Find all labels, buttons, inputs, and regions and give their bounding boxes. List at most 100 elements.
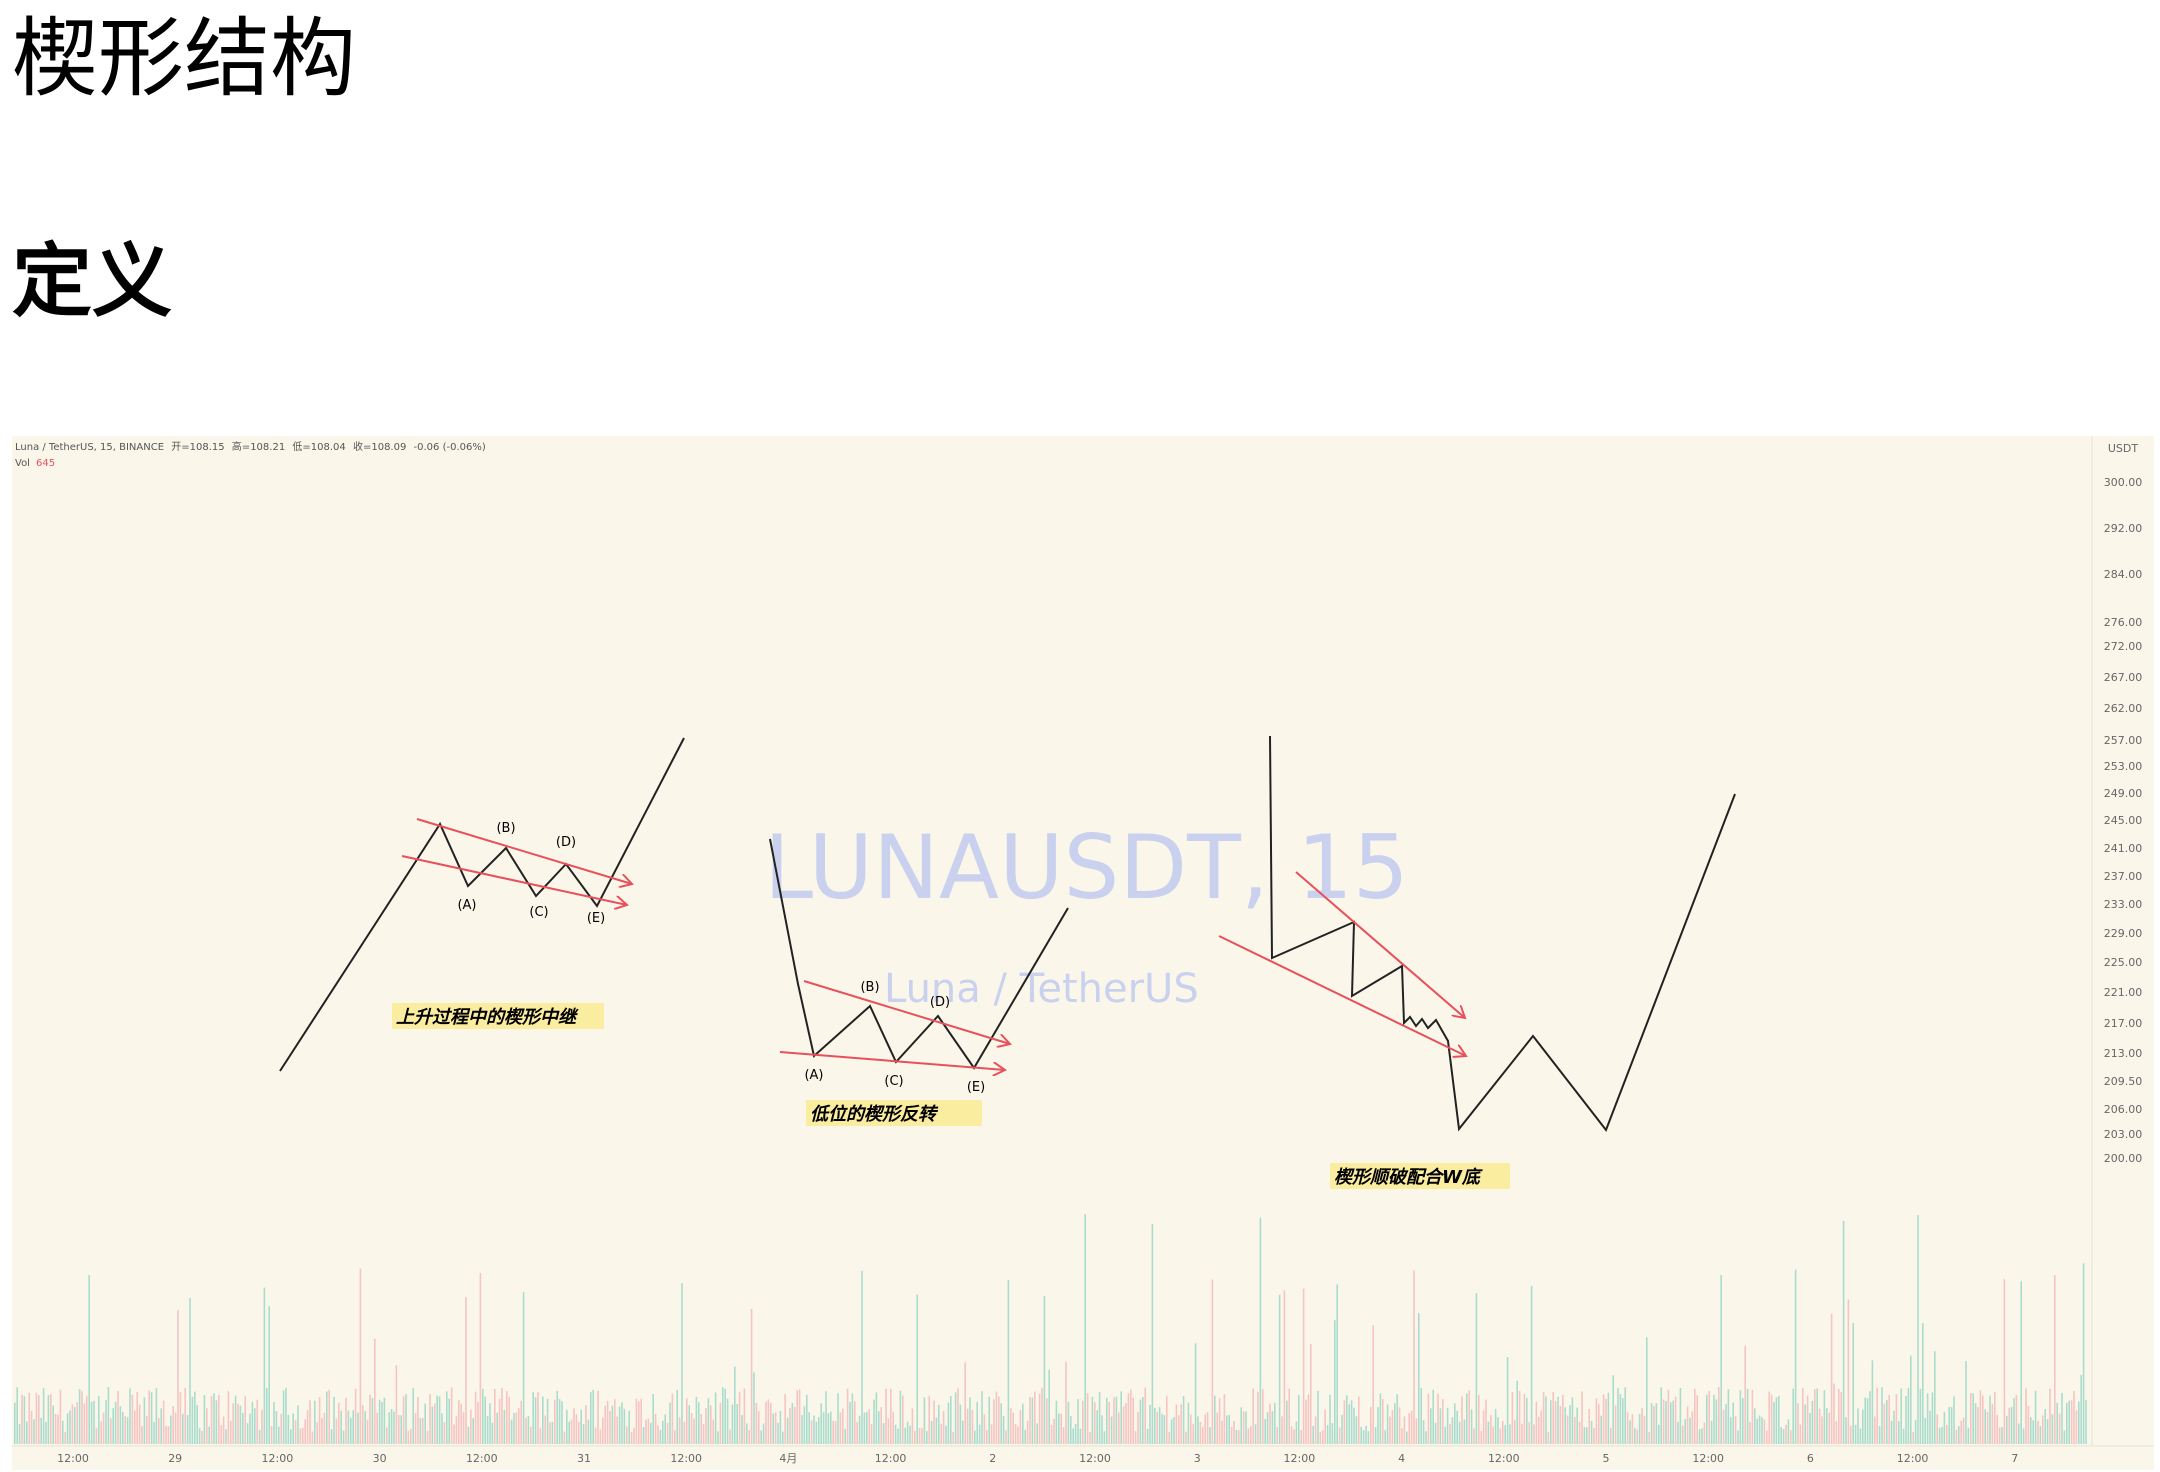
volume-bar [2070,1400,2073,1444]
volume-bar [494,1389,496,1444]
volume-bar [1343,1400,1346,1444]
volume-bar [491,1422,494,1444]
volume-bar [215,1400,218,1444]
volume-bar [1883,1403,1886,1444]
volume-bar [1559,1406,1562,1444]
time-tick-label: 4 [1398,1452,1405,1465]
volume-bar [1178,1415,1180,1444]
volume-bar [1036,1423,1038,1444]
volume-bar [1427,1393,1430,1444]
volume-bar [1818,1408,1821,1444]
volume-bar [1557,1396,1559,1444]
volume-bar [1170,1419,1173,1444]
volume-bar [342,1430,345,1444]
volume-bar [825,1391,827,1444]
volume-bar [1026,1420,1029,1444]
volume-bar [1228,1415,1230,1444]
volume-bar [2006,1415,2008,1444]
volume-bar [918,1428,921,1444]
pattern-rising-continuation: (B) (D) (A) (C) (E) 上升过程中的楔形中继 [279,737,685,1072]
volume-bar [875,1392,878,1444]
time-tick-label: 12:00 [1284,1452,1316,1465]
volume-bar [1031,1397,1034,1444]
volume-bar [1226,1415,1228,1444]
volume-bar [544,1415,546,1444]
volume-bar [42,1388,45,1444]
volume-bar [170,1415,172,1444]
volume-bar [1046,1398,1048,1444]
volume-bar [690,1413,693,1444]
volume-bar [1238,1430,1240,1444]
volume-bar [568,1421,570,1444]
volume-bar [460,1403,462,1444]
volume-bar [1266,1412,1269,1444]
volume-bar [1007,1280,1010,1444]
volume-bar [657,1425,659,1444]
trendline-upper-2 [803,980,1010,1044]
trendline-lower-2 [779,1051,1005,1070]
volume-bar [1334,1320,1336,1444]
volume-bar [1218,1398,1221,1444]
price-tick-label: 292.00 [2104,522,2143,535]
volume-bar [947,1402,950,1444]
volume-bar [458,1400,460,1444]
volume-bar [1048,1369,1050,1444]
volume-bar [1521,1423,1523,1444]
volume-bar [1281,1416,1283,1444]
price-tick-label: 276.00 [2104,616,2143,629]
trendline-lower-3 [1218,935,1466,1056]
volume-bar [743,1388,746,1444]
volume-bar [350,1417,352,1444]
volume-bar [942,1411,945,1444]
volume-bar [1158,1407,1161,1444]
volume-bar [1398,1407,1401,1444]
volume-bar [266,1388,268,1444]
volume-bar [1823,1390,1826,1444]
volume-bar [1134,1431,1137,1444]
volume-bar [1497,1417,1499,1444]
volume-bar [1504,1425,1506,1444]
volume-bar [950,1396,952,1444]
volume-bar [530,1426,532,1444]
volume-bar [366,1419,369,1444]
price-tick-label: 203.00 [2104,1128,2143,1141]
volume-bar [345,1397,347,1444]
volume-bar [1775,1397,1778,1444]
volume-bar [1338,1427,1341,1444]
volume-bar [671,1393,674,1444]
volume-bar [1408,1413,1410,1444]
volume-bar [1089,1431,1091,1444]
volume-bar [1067,1401,1070,1444]
volume-bar [902,1395,904,1444]
volume-bar [623,1408,626,1444]
volume-bar [1713,1394,1715,1444]
volume-bar [107,1387,110,1444]
price-path-2 [769,838,1069,1070]
volume-bar [1518,1391,1521,1444]
volume-bar [810,1420,813,1444]
volume-bar [218,1395,220,1444]
volume-bar [141,1426,143,1444]
volume-bar [239,1405,242,1444]
volume-bar [758,1411,760,1444]
volume-bar [292,1413,294,1444]
volume-bar [393,1411,395,1444]
volume-bar [1271,1411,1274,1444]
volume-bar [753,1372,755,1444]
volume-bar [1533,1424,1535,1444]
volume-bar [1077,1399,1079,1444]
volume-bar [40,1417,42,1444]
volume-bar [323,1412,326,1444]
volume-bar [1650,1403,1653,1444]
volume-bar [849,1401,851,1444]
volume-bar [2015,1395,2018,1444]
volume-bar [2037,1421,2039,1444]
volume-bar [1574,1417,1576,1444]
volume-bar [309,1400,311,1444]
volume-bar [270,1426,273,1444]
volume-bar [885,1388,887,1444]
volume-bar [124,1416,126,1444]
volume-bar [1758,1415,1761,1444]
volume-bar [2008,1407,2010,1444]
volume-bar [484,1396,486,1444]
